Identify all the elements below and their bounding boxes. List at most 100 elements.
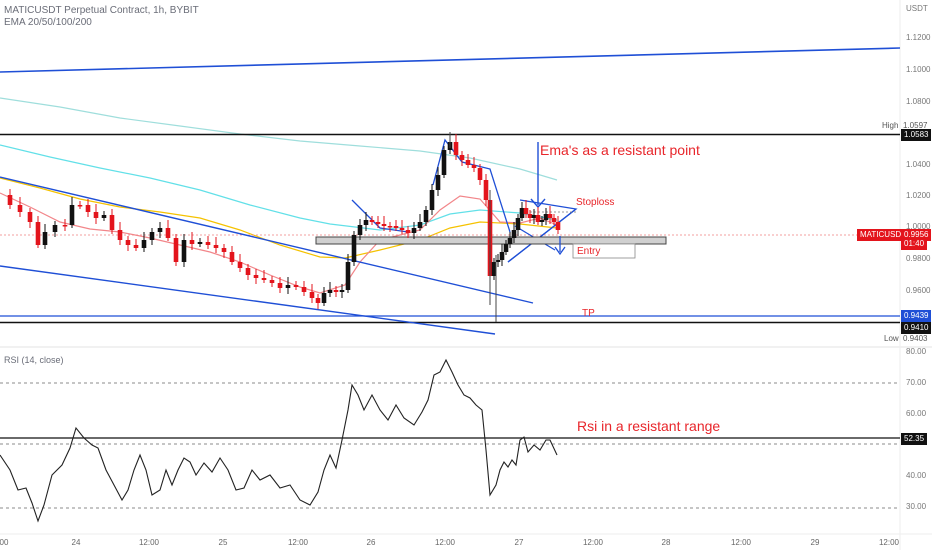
candle-bear: [555, 222, 561, 230]
ema100-line: [0, 144, 558, 231]
price-tick: 1.1200: [906, 33, 931, 42]
entry-arrow-icon: [554, 236, 566, 256]
pennant-lines: [351, 199, 409, 233]
stoploss-annotation[interactable]: Stoploss: [576, 197, 615, 208]
candle-bull: [339, 290, 345, 292]
currency-label: USDT: [906, 4, 928, 13]
time-tick: 26: [366, 538, 376, 547]
candle-bull: [411, 228, 417, 233]
candle-bull: [507, 238, 513, 244]
candle-bull: [101, 215, 107, 218]
candle-bull: [423, 210, 429, 222]
price-tick: 1.0200: [906, 191, 931, 200]
candle-bull: [429, 190, 435, 210]
candle-bull: [539, 220, 545, 222]
candle-bull: [543, 214, 549, 220]
rsi-current-label: 52.35: [901, 433, 928, 445]
candle-bear: [261, 278, 267, 280]
candle-bear: [309, 292, 315, 298]
candle-bear: [213, 245, 219, 248]
candle-bear: [471, 165, 477, 168]
high-label: High: [882, 121, 899, 130]
time-tick: 12:00: [582, 538, 604, 547]
candle-bear: [459, 155, 465, 160]
low-label: Low: [884, 334, 899, 343]
time-tick: 29: [810, 538, 820, 547]
candle-bear: [189, 240, 195, 244]
candle-bull: [435, 175, 441, 190]
candle-bear: [333, 290, 339, 292]
candle-bull: [363, 220, 369, 225]
price-tick: 0.9600: [906, 286, 931, 295]
candle-bear: [7, 195, 13, 205]
candle-bull: [511, 230, 517, 238]
candle-bull: [519, 208, 525, 218]
time-tick: 24: [71, 538, 81, 547]
ema-annotation[interactable]: Ema's as a resistant point: [540, 142, 700, 158]
candle-bear: [229, 252, 235, 262]
candle-bear: [109, 215, 115, 230]
candle-bear: [465, 160, 471, 165]
candle-bear: [35, 222, 41, 245]
candle-bull: [42, 232, 48, 245]
support-price-label: 0.9410: [901, 322, 932, 334]
candle-bull: [285, 285, 291, 288]
price-tick: 1.0400: [906, 160, 931, 169]
candle-bull: [52, 225, 58, 232]
candle-bear: [527, 214, 533, 218]
tp-annotation[interactable]: TP: [582, 308, 595, 319]
upper-trendline: [0, 47, 901, 73]
candle-bear: [483, 180, 489, 200]
rsi-tick: 40.00: [906, 471, 927, 480]
rsi-tick: 80.00: [906, 347, 927, 356]
candle-bull: [417, 222, 423, 228]
candle-bull: [531, 215, 537, 218]
candle-bear: [387, 226, 393, 228]
candle-bull: [515, 218, 521, 230]
rsi-tick: 30.00: [906, 502, 927, 511]
candle-bear: [117, 230, 123, 240]
candle-bull: [69, 205, 75, 225]
candle-bear: [93, 212, 99, 218]
time-tick: 25: [218, 538, 228, 547]
indicator-legend: EMA 20/50/100/200: [4, 17, 92, 28]
candle-bear: [551, 218, 557, 222]
rsi-annotation[interactable]: Rsi in a resistant range: [577, 418, 721, 434]
time-tick: 12:00: [138, 538, 160, 547]
candle-bull: [157, 228, 163, 232]
price-tick: 1.1000: [906, 65, 931, 74]
time-tick: 12:00: [878, 538, 900, 547]
candle-bear: [269, 280, 275, 283]
candle-bull: [197, 242, 203, 244]
entry-annotation[interactable]: Entry: [577, 246, 601, 257]
candle-bull: [491, 262, 497, 276]
candle-bear: [405, 230, 411, 233]
candle-bear: [237, 262, 243, 268]
ema50-line: [0, 177, 558, 259]
candle-bull: [345, 262, 351, 290]
rsi-tick: 60.00: [906, 409, 927, 418]
candle-bull: [351, 235, 357, 262]
candle-bear: [125, 240, 131, 245]
candle-bull: [503, 244, 509, 252]
right-pennant-lower: [507, 208, 577, 263]
candle-bear: [173, 238, 179, 262]
candle-bull: [499, 252, 505, 260]
time-tick: 28: [661, 538, 671, 547]
candle-bear: [221, 248, 227, 252]
rsi-tick: 70.00: [906, 378, 927, 387]
rsi-legend: RSI (14, close): [4, 355, 64, 365]
candle-bear: [301, 287, 307, 292]
time-tick: 12:00: [434, 538, 456, 547]
time-tick: 27: [514, 538, 524, 547]
candle-bear: [77, 205, 83, 207]
ticker-countdown: 01:40: [901, 238, 928, 250]
candle-bear: [315, 298, 321, 303]
price-tick: 1.0000: [906, 222, 931, 231]
resistance-price-label: 1.0583: [901, 129, 932, 141]
candle-bear: [62, 225, 68, 227]
candle-bear: [253, 275, 259, 278]
candle-bear: [165, 228, 171, 238]
